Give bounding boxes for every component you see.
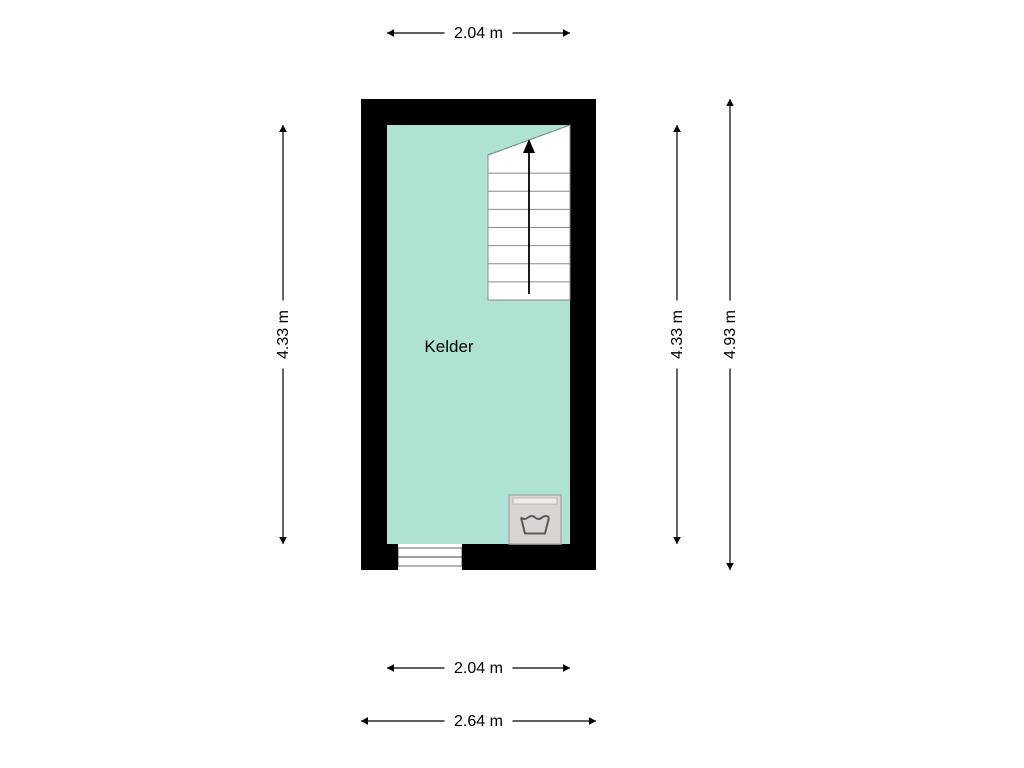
dimension-label: 2.04 m: [454, 25, 503, 42]
dimension-label: 4.93 m: [722, 310, 739, 359]
wall-bottom-left: [361, 544, 398, 570]
dimension-label: 4.33 m: [275, 310, 292, 359]
dimension-label: 4.33 m: [669, 310, 686, 359]
wall-left: [361, 99, 387, 570]
wall-bottom-right: [462, 544, 596, 570]
wall-top: [361, 99, 596, 125]
stairs: [488, 125, 570, 300]
room-label: Kelder: [424, 337, 473, 356]
dimension-label: 2.64 m: [454, 713, 503, 730]
dimension-label: 2.04 m: [454, 660, 503, 677]
washing-machine-icon: [509, 495, 561, 544]
wall-right: [570, 99, 596, 570]
